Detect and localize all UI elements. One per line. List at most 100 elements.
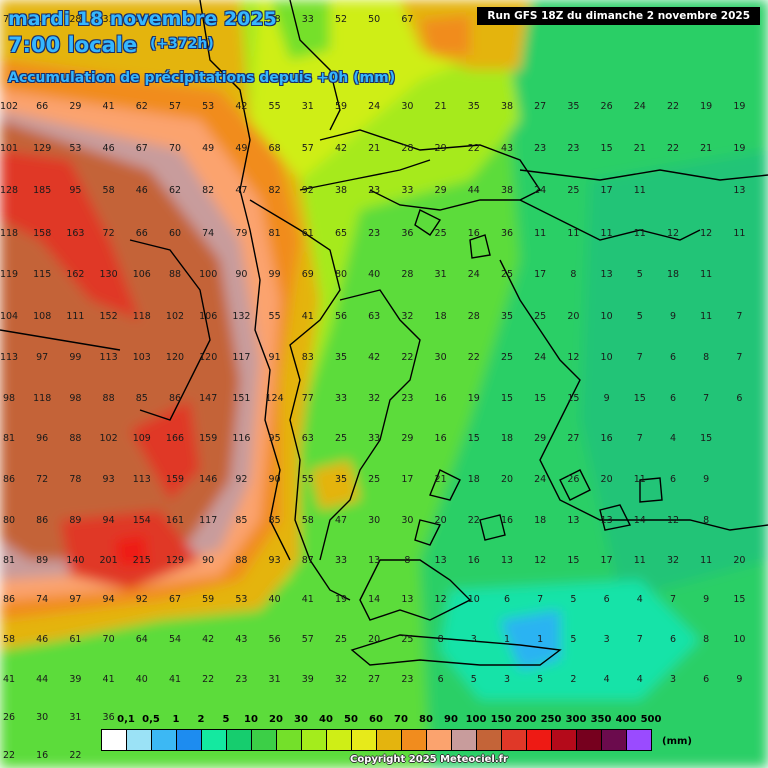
grid-value: 13 [501, 555, 513, 566]
grid-value: 18 [468, 474, 480, 485]
grid-value: 25 [501, 352, 513, 363]
grid-value: 28 [69, 14, 81, 25]
grid-value: 3 [604, 634, 610, 645]
grid-value: 90 [235, 269, 247, 280]
legend-label: 0,1 [117, 714, 135, 725]
legend-label: 40 [319, 714, 333, 725]
grid-value: 20 [567, 311, 579, 322]
grid-value: 40 [269, 594, 281, 605]
grid-value: 68 [269, 143, 281, 154]
grid-value: 15 [601, 143, 613, 154]
grid-value: 88 [169, 269, 181, 280]
grid-value: 97 [69, 594, 81, 605]
grid-value: 31 [435, 269, 447, 280]
grid-value: 33 [368, 433, 380, 444]
legend-swatch [551, 729, 577, 751]
grid-value: 2 [570, 674, 576, 685]
grid-value: 58 [302, 515, 314, 526]
grid-value: 53 [202, 101, 214, 112]
grid-value: 41 [3, 674, 15, 685]
grid-value: 8 [570, 269, 576, 280]
grid-value: 19 [468, 393, 480, 404]
grid-value: 15 [634, 393, 646, 404]
grid-value: 9 [670, 311, 676, 322]
grid-value: 38 [501, 101, 513, 112]
grid-value: 163 [66, 228, 84, 239]
legend-swatch [251, 729, 277, 751]
grid-value: 94 [103, 594, 115, 605]
grid-value: 5 [637, 269, 643, 280]
grid-value: 36 [103, 712, 115, 723]
grid-value: 29 [435, 143, 447, 154]
grid-value: 14 [634, 515, 646, 526]
grid-value: 82 [269, 185, 281, 196]
grid-value: 106 [199, 311, 217, 322]
grid-value: 47 [235, 185, 247, 196]
grid-value: 10 [601, 311, 613, 322]
grid-value: 30 [368, 515, 380, 526]
grid-value: 24 [534, 474, 546, 485]
grid-value: 3 [471, 634, 477, 645]
grid-value: 56 [335, 311, 347, 322]
grid-value: 65 [335, 228, 347, 239]
grid-value: 24 [634, 101, 646, 112]
grid-value: 42 [335, 143, 347, 154]
grid-value: 113 [0, 352, 18, 363]
grid-value: 7 [637, 352, 643, 363]
grid-value: 17 [534, 269, 546, 280]
grid-value: 27 [567, 433, 579, 444]
lead-time: (+372h) [150, 36, 214, 52]
grid-value: 21 [368, 143, 380, 154]
grid-value: 109 [133, 433, 151, 444]
grid-value: 24 [468, 269, 480, 280]
grid-value: 106 [133, 269, 151, 280]
legend-swatch [351, 729, 377, 751]
grid-value: 93 [269, 555, 281, 566]
grid-value: 17 [36, 14, 48, 25]
grid-value: 99 [269, 269, 281, 280]
grid-value: 30 [401, 101, 413, 112]
grid-value: 43 [501, 143, 513, 154]
legend-label: 50 [344, 714, 358, 725]
grid-value: 26 [601, 101, 613, 112]
grid-value: 60 [169, 228, 181, 239]
grid-value: 102 [166, 311, 184, 322]
grid-value: 30 [36, 712, 48, 723]
grid-value: 11 [634, 474, 646, 485]
grid-value: 17 [401, 474, 413, 485]
grid-value: 99 [69, 352, 81, 363]
grid-value: 132 [232, 311, 250, 322]
grid-value: 15 [534, 393, 546, 404]
grid-value: 35 [335, 352, 347, 363]
grid-value: 67 [169, 594, 181, 605]
grid-value: 46 [103, 143, 115, 154]
grid-value: 8 [703, 634, 709, 645]
grid-value: 23 [567, 143, 579, 154]
legend-swatch [451, 729, 477, 751]
grid-value: 6 [703, 674, 709, 685]
grid-value: 117 [232, 352, 250, 363]
grid-value: 38 [269, 14, 281, 25]
grid-value: 151 [232, 393, 250, 404]
grid-value: 3 [504, 674, 510, 685]
grid-value: 22 [202, 674, 214, 685]
grid-value: 32 [401, 311, 413, 322]
grid-value: 8 [438, 634, 444, 645]
grid-value: 4 [604, 674, 610, 685]
legend-label: 150 [490, 714, 512, 725]
grid-value: 59 [335, 101, 347, 112]
grid-value: 50 [368, 14, 380, 25]
grid-value: 32 [667, 555, 679, 566]
grid-value: 18 [534, 515, 546, 526]
grid-value: 25 [368, 474, 380, 485]
grid-value: 20 [601, 474, 613, 485]
grid-value: 39 [69, 674, 81, 685]
grid-value: 33 [335, 555, 347, 566]
grid-value: 154 [133, 515, 151, 526]
grid-value: 146 [199, 474, 217, 485]
grid-value: 49 [235, 143, 247, 154]
grid-value: 3 [670, 674, 676, 685]
grid-value: 116 [232, 433, 250, 444]
grid-value: 6 [670, 474, 676, 485]
